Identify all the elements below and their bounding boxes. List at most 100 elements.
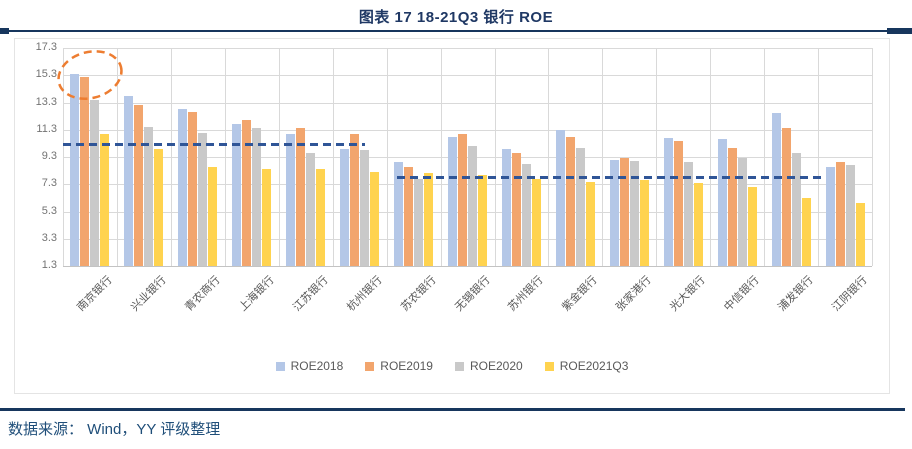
gridline-x-6 (386, 48, 388, 266)
gridline-x-10 (602, 48, 604, 266)
gridline-y-17.3 (63, 48, 872, 49)
legend-swatch-ROE2021Q3 (544, 361, 554, 371)
bar-ROE2019-中信银行 (727, 147, 737, 266)
x-axis-label-江苏银行: 江苏银行 (290, 274, 331, 314)
top-rule (0, 28, 912, 34)
bar-ROE2019-兴业银行 (134, 105, 144, 266)
bar-group-杭州银行 (333, 48, 387, 266)
gridline-x-1 (116, 48, 118, 266)
bar-ROE2018-江阴银行 (825, 166, 835, 266)
bar-ROE2020-南京银行 (90, 99, 100, 266)
bar-ROE2021Q3-上海银行 (262, 169, 272, 266)
bar-ROE2020-上海银行 (252, 128, 262, 266)
bar-group-浦发银行 (764, 48, 818, 266)
bar-ROE2019-南京银行 (80, 76, 90, 266)
x-axis-label-张家港行: 张家港行 (614, 274, 654, 314)
chart-title: 图表 17 18-21Q3 银行 ROE (358, 9, 554, 26)
y-axis-tick-label: 13.3 (35, 95, 57, 108)
bar-ROE2021Q3-光大银行 (693, 182, 703, 266)
x-axis-label-杭州银行: 杭州银行 (344, 274, 385, 314)
bar-ROE2020-苏农银行 (414, 178, 424, 266)
gridline-y-5.3 (63, 211, 872, 213)
bar-ROE2020-浦发银行 (791, 152, 801, 266)
y-axis-tick-label: 17.3 (35, 41, 57, 53)
bottom-rule (0, 408, 905, 411)
bar-ROE2018-江苏银行 (286, 133, 296, 266)
gridline-x-14 (818, 48, 820, 266)
bar-group-南京银行 (63, 48, 117, 266)
bar-ROE2020-苏州银行 (521, 163, 531, 266)
bar-ROE2019-无锡银行 (457, 133, 467, 266)
bar-ROE2020-紫金银行 (575, 147, 585, 266)
y-axis-tick-label: 7.3 (41, 177, 57, 190)
bar-ROE2019-张家港行 (619, 158, 629, 266)
legend-item-ROE2019: ROE2019 (365, 359, 433, 373)
bar-ROE2018-兴业银行 (124, 95, 134, 266)
bar-ROE2019-紫金银行 (565, 136, 575, 266)
gridline-y-3.3 (63, 238, 872, 240)
gridline-x-0 (63, 48, 64, 266)
bar-ROE2021Q3-杭州银行 (370, 172, 380, 266)
gridline-x-8 (494, 48, 496, 266)
bar-ROE2021Q3-江苏银行 (316, 169, 326, 266)
bar-ROE2018-紫金银行 (555, 129, 565, 266)
bar-ROE2018-无锡银行 (447, 136, 457, 266)
x-axis-label-中信银行: 中信银行 (722, 274, 762, 314)
bar-ROE2019-苏农银行 (404, 166, 414, 266)
bar-ROE2018-中信银行 (717, 139, 727, 266)
bar-ROE2019-苏州银行 (511, 152, 521, 266)
legend-label: ROE2020 (469, 359, 523, 373)
bar-ROE2019-杭州银行 (350, 133, 360, 266)
gridline-x-7 (440, 48, 442, 266)
bar-group-光大银行 (656, 48, 710, 266)
bar-group-上海银行 (225, 48, 279, 266)
chart-area: 17.3 15.3 13.3 11.3 9.3 7.3 5.3 3.3 1.3 南京银行 兴业银行青… (14, 38, 890, 394)
gridline-x-12 (710, 48, 712, 266)
bar-ROE2021Q3-浦发银行 (801, 197, 811, 266)
bar-ROE2020-无锡银行 (467, 146, 477, 266)
bar-ROE2021Q3-苏农银行 (424, 173, 434, 266)
bar-group-中信银行 (710, 48, 764, 266)
legend-swatch-ROE2018 (275, 361, 285, 371)
bar-ROE2019-光大银行 (673, 140, 683, 266)
bar-ROE2021Q3-江阴银行 (855, 203, 865, 266)
bar-group-无锡银行 (441, 48, 495, 266)
bar-ROE2021Q3-张家港行 (639, 180, 649, 266)
gridline-y-9.3 (63, 157, 872, 158)
bar-group-张家港行 (602, 48, 656, 266)
bar-ROE2018-上海银行 (232, 124, 242, 266)
x-axis-label-青农商行: 青农商行 (182, 274, 223, 314)
y-axis-tick-label: 9.3 (41, 150, 57, 162)
bar-ROE2021Q3-南京银行 (100, 133, 110, 266)
gridline-x-13 (764, 48, 766, 266)
gridline-x-5 (332, 48, 334, 266)
bar-ROE2018-浦发银行 (771, 113, 781, 266)
bar-ROE2021Q3-中信银行 (747, 187, 757, 266)
bar-ROE2020-中信银行 (737, 158, 747, 266)
x-axis-label-浦发银行: 浦发银行 (776, 274, 816, 314)
bar-ROE2019-浦发银行 (781, 128, 791, 266)
y-axis-tick-label: 11.3 (36, 122, 57, 135)
bar-ROE2020-青农商行 (198, 132, 208, 266)
x-axis-label-南京银行: 南京银行 (75, 274, 115, 314)
bar-group-苏州银行 (495, 48, 549, 266)
bar-ROE2019-江苏银行 (296, 128, 306, 266)
bar-ROE2018-青农商行 (178, 109, 188, 266)
bar-group-紫金银行 (548, 48, 602, 266)
y-axis-tick-label: 15.3 (35, 68, 57, 81)
x-axis-label-紫金银行: 紫金银行 (560, 274, 601, 314)
gridline-x-9 (548, 48, 550, 266)
plot-area: 17.3 15.3 13.3 11.3 9.3 7.3 5.3 3.3 1.3 南京银行 兴业银行青… (15, 39, 889, 393)
legend-item-ROE2021Q3: ROE2021Q3 (544, 359, 628, 373)
x-axis-label-兴业银行: 兴业银行 (128, 274, 169, 314)
gridline-y-1.3 (63, 266, 872, 267)
y-axis-tick-label: 5.3 (41, 204, 57, 217)
bar-group-青农商行 (171, 48, 225, 266)
x-axis-label-苏农银行: 苏农银行 (398, 274, 439, 314)
bar-ROE2020-杭州银行 (360, 150, 370, 266)
x-axis-label-无锡银行: 无锡银行 (452, 274, 493, 314)
gridline-x-4 (278, 48, 280, 266)
gridline-x-15 (872, 48, 873, 266)
bar-ROE2021Q3-紫金银行 (585, 181, 595, 266)
bar-group-苏农银行 (387, 48, 441, 266)
